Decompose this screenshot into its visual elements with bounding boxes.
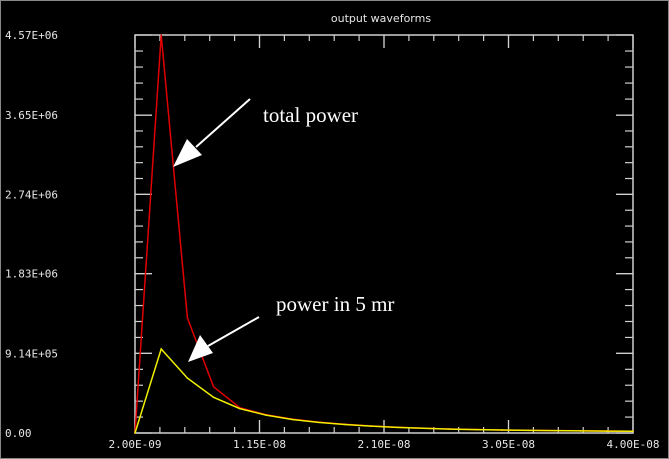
arrow-shaft [195, 98, 251, 148]
data-point-s1 [291, 418, 294, 421]
data-point-s0 [160, 34, 163, 36]
y-tick-label: 9.14E+05 [5, 347, 58, 360]
annotation-total-power-text: total power [263, 103, 358, 127]
data-point-s1 [527, 429, 529, 432]
x-tick-label: 3.05E-08 [482, 438, 535, 451]
series-line-1 [134, 347, 634, 434]
arrow-head-icon [188, 335, 213, 362]
data-point-s1 [343, 423, 346, 426]
x-tick-label: 2.10E-08 [358, 438, 411, 451]
y-tick-label: 2.74E+06 [5, 188, 58, 201]
chart-title: output waveforms [331, 12, 431, 25]
arrow-head-icon [173, 139, 202, 167]
data-point-s1 [448, 428, 451, 430]
data-point-s1 [134, 432, 136, 434]
data-point-s1 [212, 396, 215, 399]
arrow-shaft [207, 316, 260, 347]
data-point-s1 [160, 348, 163, 350]
data-point-s1 [265, 414, 267, 416]
data-point-s1 [239, 407, 241, 410]
annotation-power-in-5mr-text: power in 5 mr [276, 292, 394, 316]
plot-frame [134, 34, 634, 434]
annotation-power-in-5mr: power in 5 mr [188, 292, 394, 362]
data-point-s0 [212, 386, 215, 388]
y-tick-label: 0.00 [5, 427, 32, 440]
x-tick-label: 2.00E-09 [109, 438, 162, 451]
data-point-s1 [501, 429, 503, 431]
data-point-s1 [396, 426, 398, 429]
data-point-s1 [605, 430, 608, 432]
series-line-0 [134, 34, 634, 434]
data-point-s1 [579, 430, 582, 432]
data-point-s1 [370, 425, 372, 427]
data-point-s1 [422, 427, 425, 430]
x-tick-label: 1.15E-08 [233, 438, 286, 451]
data-point-s0 [186, 317, 189, 319]
y-tick-label: 4.57E+06 [5, 29, 58, 42]
data-point-s1 [317, 421, 320, 424]
data-point-s1 [632, 430, 634, 433]
data-point-s1 [474, 428, 477, 431]
y-tick-label: 1.83E+06 [5, 268, 58, 281]
data-point-s1 [553, 429, 556, 432]
data-point-s1 [186, 377, 189, 379]
x-tick-label: 4.00E-08 [607, 438, 660, 451]
y-tick-label: 3.65E+06 [5, 109, 58, 122]
annotation-total-power: total power [173, 98, 358, 167]
